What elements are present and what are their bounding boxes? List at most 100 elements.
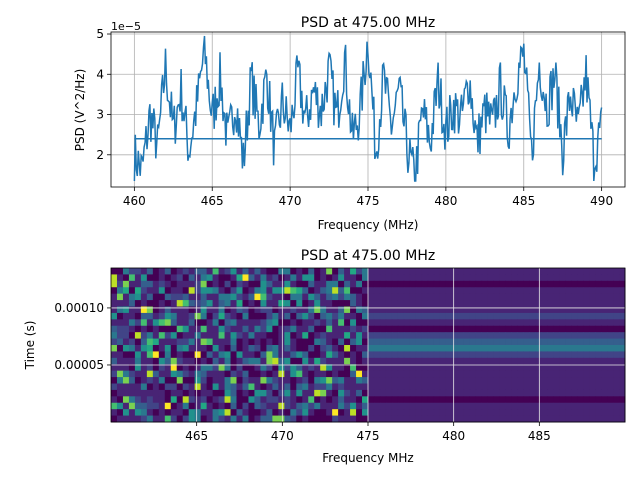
heatmap-cell <box>248 383 255 391</box>
heatmap-cell <box>583 338 590 346</box>
heatmap-cell <box>439 357 447 365</box>
heatmap-cell <box>469 357 477 365</box>
heatmap-cell <box>188 274 196 282</box>
heatmap-cell <box>619 325 626 333</box>
heatmap-cell <box>427 280 435 288</box>
heatmap-cell <box>559 415 566 423</box>
heatmap-cell <box>577 351 584 359</box>
heatmap-cell <box>607 415 614 423</box>
heatmap-cell <box>128 377 136 384</box>
heatmap-cell <box>397 300 405 307</box>
heatmap-cell <box>368 377 375 384</box>
heatmap-cell <box>236 319 243 327</box>
heatmap-cell <box>451 389 459 397</box>
heatmap-cell <box>152 383 160 391</box>
heatmap-cell <box>607 364 614 372</box>
heatmap-cell <box>493 274 500 282</box>
heatmap-cell <box>266 383 273 391</box>
heatmap-cell <box>314 402 321 410</box>
heatmap-cell <box>158 268 166 275</box>
heatmap-cell <box>487 415 495 423</box>
heatmap-cell <box>134 306 142 314</box>
heatmap-cell <box>589 319 596 327</box>
heatmap-cell <box>248 332 255 340</box>
heatmap-cell <box>218 325 226 333</box>
heatmap-cell <box>427 377 435 384</box>
heatmap-cell <box>242 377 249 384</box>
heatmap-cell <box>278 312 285 320</box>
heatmap-cell <box>111 389 118 397</box>
heatmap-cell <box>206 383 214 391</box>
heatmap-cell <box>134 300 142 307</box>
heatmap-cell <box>111 319 118 327</box>
heatmap-cell <box>254 357 261 365</box>
heatmap-cell <box>194 389 202 397</box>
heatmap-cell <box>547 280 554 288</box>
heatmap-cell <box>278 280 285 288</box>
heatmap-cell <box>445 345 453 352</box>
heatmap-cell <box>134 383 142 391</box>
heatmap-cell <box>230 268 238 275</box>
heatmap-cell <box>391 319 399 327</box>
heatmap-cell <box>583 300 590 307</box>
heatmap-cell <box>266 377 273 384</box>
heatmap-cell <box>194 364 202 372</box>
heatmap-cell <box>475 268 483 275</box>
heatmap-cell <box>302 319 309 327</box>
heatmap-cell <box>421 345 429 352</box>
heatmap-cell <box>152 389 160 397</box>
heatmap-cell <box>356 312 363 320</box>
heatmap-cell <box>571 312 578 320</box>
heatmap-cell <box>254 377 261 384</box>
heatmap-cell <box>463 377 471 384</box>
heatmap-cell <box>200 389 208 397</box>
heatmap-cell <box>613 268 620 275</box>
heatmap-cell <box>128 325 136 333</box>
heatmap-cell <box>391 383 399 391</box>
heatmap-cell <box>326 287 333 295</box>
heatmap-cell <box>535 338 542 346</box>
heatmap-cell <box>481 351 489 359</box>
heatmap-cell <box>134 364 142 372</box>
heatmap-cell <box>403 306 411 314</box>
heatmap-cell <box>224 364 232 372</box>
heatmap-cell <box>385 377 393 384</box>
heatmap-cell <box>368 351 375 359</box>
heatmap-cell <box>499 370 506 378</box>
heatmap-cell <box>326 325 333 333</box>
heatmap-cell <box>356 357 363 365</box>
heatmap-cell <box>601 345 608 352</box>
heatmap-cell <box>302 300 309 307</box>
heatmap-cell <box>152 312 160 320</box>
heatmap-cell <box>284 351 291 359</box>
heatmap-cell <box>541 274 548 282</box>
heatmap-cell <box>170 306 178 314</box>
heatmap-cell <box>326 377 333 384</box>
heatmap-cell <box>523 351 530 359</box>
heatmap-cell <box>373 396 381 404</box>
heatmap-cell <box>451 274 459 282</box>
heatmap-cell <box>266 293 273 301</box>
heatmap-cell <box>314 357 321 365</box>
heatmap-cell <box>272 306 279 314</box>
line-x-tick-label-2: 470 <box>279 194 302 208</box>
heatmap-cell <box>577 377 584 384</box>
heatmap-cell <box>475 389 483 397</box>
heatmap-cell <box>278 357 285 365</box>
heatmap-y-label: Time (s) <box>23 321 37 371</box>
heatmap-cell <box>272 300 279 307</box>
heatmap-cell <box>589 274 596 282</box>
heatmap-cell <box>338 319 345 327</box>
heatmap-cell <box>260 357 267 365</box>
heatmap-cell <box>373 389 381 397</box>
heatmap-cell <box>571 409 578 417</box>
heatmap-cell <box>487 389 495 397</box>
heatmap-cell <box>140 338 148 346</box>
heatmap-cell <box>493 383 500 391</box>
heatmap-cell <box>182 268 190 275</box>
heatmap-cell <box>481 300 489 307</box>
heatmap-cell <box>200 409 208 417</box>
heatmap-cell <box>505 415 512 423</box>
heatmap-cell <box>146 415 154 423</box>
heatmap-cell <box>481 287 489 295</box>
